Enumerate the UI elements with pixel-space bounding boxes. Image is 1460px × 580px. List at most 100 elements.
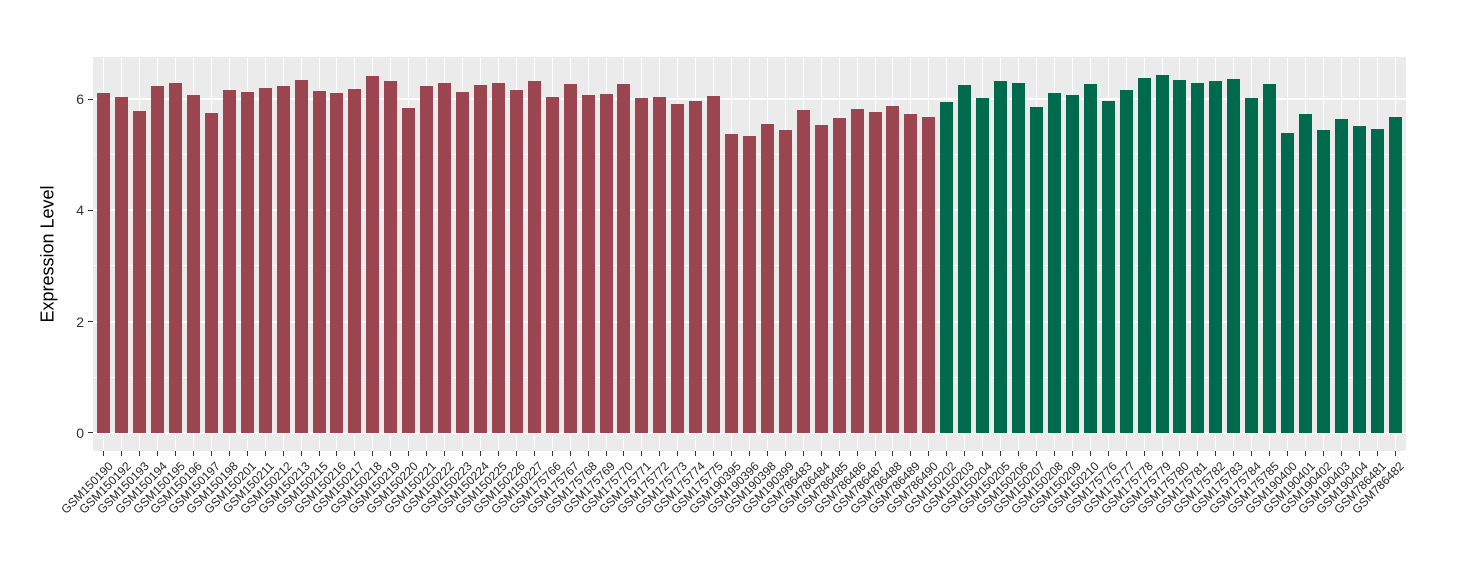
x-tick-mark bbox=[264, 451, 266, 456]
bar bbox=[258, 88, 272, 433]
bar bbox=[456, 91, 469, 433]
bar bbox=[778, 129, 792, 433]
bar bbox=[994, 81, 1008, 433]
bar bbox=[1047, 93, 1061, 433]
y-tick-label: 2 bbox=[76, 313, 84, 330]
x-tick-mark bbox=[210, 451, 212, 456]
x-tick-mark bbox=[856, 451, 858, 456]
x-tick-mark bbox=[1179, 451, 1181, 456]
x-tick-mark bbox=[444, 451, 446, 456]
x-tick-mark bbox=[192, 451, 194, 456]
x-tick-mark bbox=[695, 451, 697, 456]
x-tick-mark bbox=[336, 451, 338, 456]
x-tick-mark bbox=[175, 451, 176, 456]
bar bbox=[617, 84, 631, 433]
x-tick-mark bbox=[1305, 451, 1307, 456]
x-tick-mark bbox=[282, 451, 284, 456]
bar bbox=[1191, 82, 1205, 433]
bar bbox=[1065, 94, 1079, 433]
bar bbox=[115, 96, 129, 433]
x-tick-mark bbox=[318, 451, 320, 456]
x-tick-mark bbox=[1143, 451, 1145, 456]
bar bbox=[1370, 128, 1384, 433]
x-tick-mark bbox=[1269, 451, 1271, 456]
bar bbox=[330, 93, 344, 433]
x-tick-mark bbox=[659, 451, 661, 456]
bar bbox=[545, 97, 559, 433]
x-tick-mark bbox=[802, 451, 804, 456]
x-tick-mark bbox=[1071, 451, 1073, 456]
bar bbox=[563, 84, 577, 433]
bar bbox=[1173, 80, 1187, 433]
x-tick-mark bbox=[731, 451, 733, 456]
x-tick-mark bbox=[1107, 451, 1109, 456]
bar bbox=[186, 94, 200, 433]
bar bbox=[491, 82, 505, 433]
x-tick-mark bbox=[408, 451, 410, 456]
x-tick-mark bbox=[426, 451, 428, 456]
bar bbox=[1012, 83, 1026, 433]
bar bbox=[1137, 78, 1151, 433]
y-tick-label: 4 bbox=[76, 202, 84, 219]
bar bbox=[671, 103, 685, 433]
bar bbox=[1119, 89, 1133, 433]
x-tick-mark bbox=[103, 451, 105, 456]
bar bbox=[635, 98, 649, 433]
bar bbox=[473, 84, 487, 433]
bar bbox=[384, 81, 398, 433]
bar bbox=[850, 108, 864, 433]
bar bbox=[204, 112, 218, 433]
major-gridline bbox=[93, 431, 1406, 434]
x-tick-mark bbox=[354, 451, 356, 456]
x-tick-mark bbox=[749, 451, 750, 456]
y-tick-mark bbox=[88, 209, 93, 211]
x-tick-mark bbox=[1376, 451, 1378, 456]
bar bbox=[581, 95, 595, 433]
x-tick-mark bbox=[1251, 451, 1253, 456]
bar bbox=[1083, 84, 1097, 433]
bar bbox=[151, 85, 165, 433]
bar bbox=[1334, 118, 1348, 433]
bar bbox=[1352, 125, 1366, 433]
bar bbox=[689, 100, 703, 433]
x-tick-mark bbox=[892, 451, 894, 456]
x-tick-mark bbox=[1125, 451, 1127, 456]
bar bbox=[599, 94, 613, 433]
x-tick-mark bbox=[515, 451, 517, 456]
x-tick-mark bbox=[982, 451, 984, 456]
x-tick-mark bbox=[946, 451, 948, 456]
x-tick-mark bbox=[1035, 451, 1037, 456]
bar bbox=[348, 89, 362, 433]
bar bbox=[294, 80, 308, 433]
bar bbox=[743, 135, 756, 433]
bar bbox=[1263, 84, 1277, 433]
bar bbox=[509, 89, 523, 433]
x-tick-mark bbox=[1018, 451, 1020, 456]
x-tick-mark bbox=[820, 451, 822, 456]
x-tick-mark bbox=[479, 451, 481, 456]
x-tick-mark bbox=[874, 451, 876, 456]
x-tick-mark bbox=[462, 451, 463, 456]
x-tick-mark bbox=[1000, 451, 1002, 456]
bar bbox=[133, 110, 147, 433]
bar bbox=[958, 84, 972, 433]
x-tick-mark bbox=[157, 451, 159, 456]
bar bbox=[796, 109, 810, 433]
bar bbox=[366, 75, 380, 433]
y-tick-mark bbox=[88, 432, 93, 434]
y-tick-mark bbox=[88, 321, 93, 323]
bar bbox=[97, 92, 111, 433]
bar bbox=[240, 91, 254, 433]
x-tick-mark bbox=[605, 451, 607, 456]
x-tick-mark bbox=[1089, 451, 1091, 456]
y-tick-mark bbox=[88, 98, 93, 100]
bar bbox=[1029, 106, 1043, 433]
x-tick-mark bbox=[228, 451, 230, 456]
x-tick-mark bbox=[1215, 451, 1217, 456]
x-tick-mark bbox=[1053, 451, 1055, 456]
y-tick-label: 0 bbox=[76, 424, 84, 441]
x-tick-mark bbox=[928, 451, 930, 456]
major-gridline bbox=[93, 98, 1406, 101]
bar bbox=[904, 113, 918, 433]
